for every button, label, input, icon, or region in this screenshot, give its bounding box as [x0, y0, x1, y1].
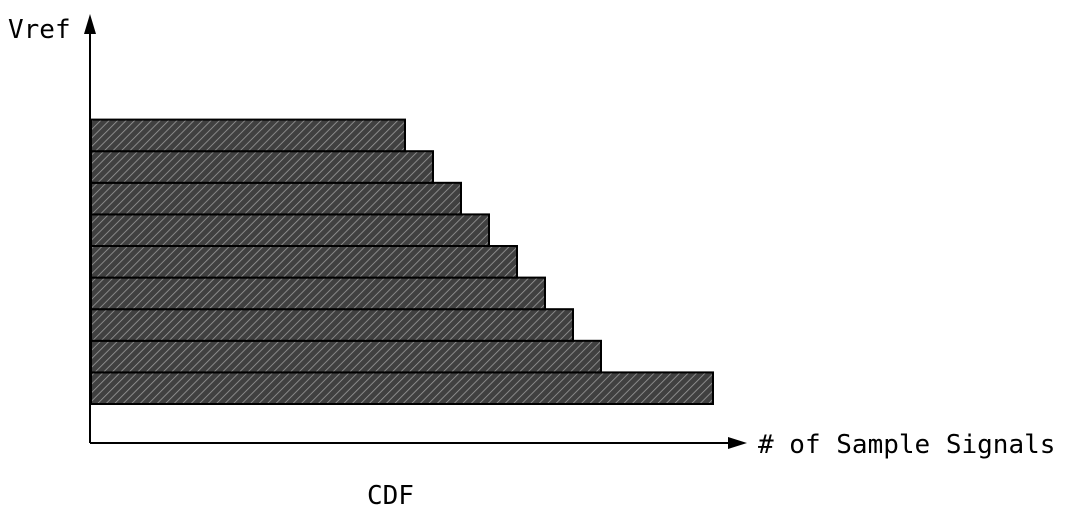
y-axis-label: Vref	[8, 15, 71, 45]
x-axis-label: # of Sample Signals	[758, 430, 1055, 460]
bar-8	[90, 150, 434, 184]
bar-1	[90, 371, 714, 405]
bar-6	[90, 213, 490, 247]
chart-title: CDF	[367, 481, 414, 510]
bar-3	[90, 308, 574, 342]
bar-9	[90, 118, 406, 153]
y-axis-arrow-icon	[84, 14, 96, 34]
bar-4	[90, 276, 546, 311]
bar-7	[90, 181, 462, 216]
bar-2	[90, 339, 602, 374]
bar-5	[90, 245, 518, 279]
x-axis-arrow-icon	[728, 437, 747, 449]
bars	[90, 118, 714, 405]
